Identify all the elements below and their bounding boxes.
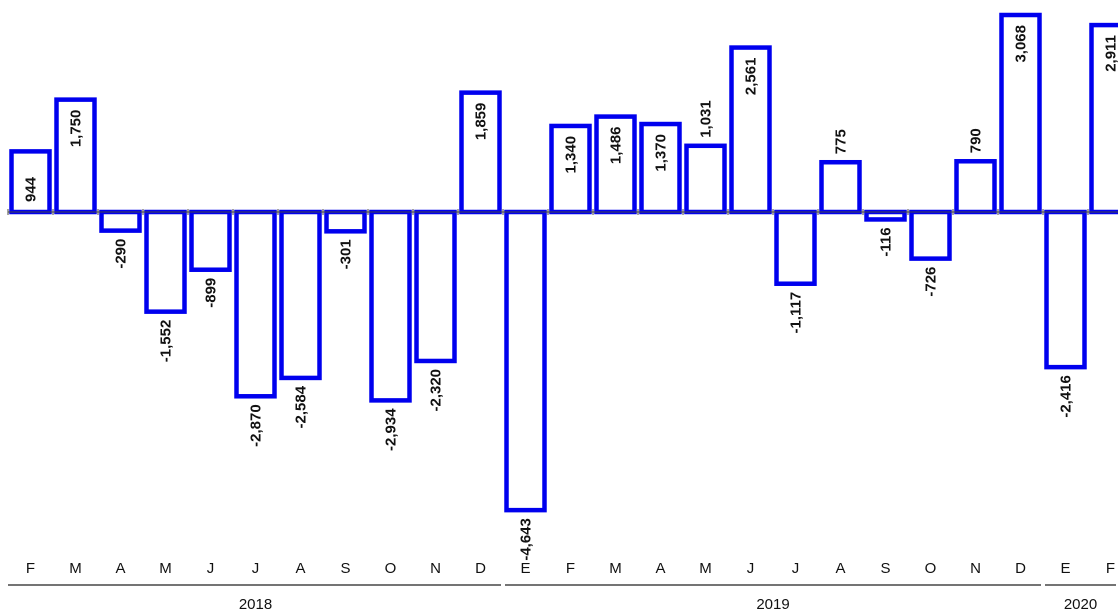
data-label: 1,859 [473,103,490,141]
data-label: 1,370 [653,134,670,172]
month-label: A [655,560,665,577]
month-label: M [69,560,82,577]
bar [369,209,412,403]
data-label: 1,340 [563,136,580,174]
data-label: -301 [338,239,355,269]
bar [144,209,187,314]
axis-ticks [7,209,1089,215]
month-label: E [520,560,530,577]
month-label: F [26,560,35,577]
data-label: 944 [23,176,40,202]
bar [954,159,997,215]
data-label: -290 [113,239,130,269]
bars-layer [9,12,1118,513]
year-axis: 2018 2019 2020 [8,584,1116,613]
month-label: N [430,560,441,577]
data-label: -2,870 [248,404,265,447]
data-label: -2,934 [383,408,400,451]
bar [504,209,547,513]
data-label: 775 [833,129,850,154]
data-label: -4,643 [518,518,535,561]
month-label: F [566,560,575,577]
data-label: 790 [968,128,985,153]
data-label: -2,584 [293,385,310,428]
data-label: -726 [923,267,940,297]
bar [999,12,1042,215]
year-label: 2019 [756,596,789,613]
bar [1044,209,1087,370]
month-label: N [970,560,981,577]
month-label: J [747,560,755,577]
year-label: 2020 [1064,596,1097,613]
data-label: -899 [203,278,220,308]
bar [414,209,457,364]
data-label: 1,486 [608,127,625,165]
month-label: E [1060,560,1070,577]
month-label: M [159,560,172,577]
data-label: -1,117 [788,292,805,334]
bar [819,159,862,215]
month-label: A [835,560,845,577]
bar [1089,22,1118,215]
year-label: 2018 [239,596,272,613]
bar [774,209,817,286]
month-label: J [252,560,260,577]
bar [324,209,367,234]
bar [549,123,592,215]
data-label: -1,552 [158,320,175,363]
bar [99,209,142,233]
data-label: -116 [878,227,895,256]
month-label: J [792,560,800,577]
month-label: A [115,560,125,577]
data-label: -2,416 [1058,375,1075,418]
data-label: 2,911 [1103,35,1118,72]
month-label: D [475,560,486,577]
bar [909,209,952,261]
data-label: 3,068 [1013,25,1030,63]
month-label: J [207,560,215,577]
bar [189,209,232,272]
bar [234,209,277,399]
data-label: -2,320 [428,369,445,412]
bar [864,209,907,222]
bar [684,143,727,215]
bar [279,209,322,381]
month-label: S [340,560,350,577]
data-label: 1,750 [68,110,85,148]
month-label: M [609,560,622,577]
bar [639,121,682,215]
data-labels: 944 1,750 -290 -1,552 -899 -2,870 -2,584 -301 -2… [23,25,1118,561]
data-label: 1,031 [698,100,715,138]
month-label: D [1015,560,1026,577]
month-label: S [880,560,890,577]
month-label: O [385,560,397,577]
data-label: 2,561 [743,58,760,96]
month-label: A [295,560,305,577]
month-label: O [925,560,937,577]
month-label: F [1106,560,1115,577]
month-label: M [699,560,712,577]
